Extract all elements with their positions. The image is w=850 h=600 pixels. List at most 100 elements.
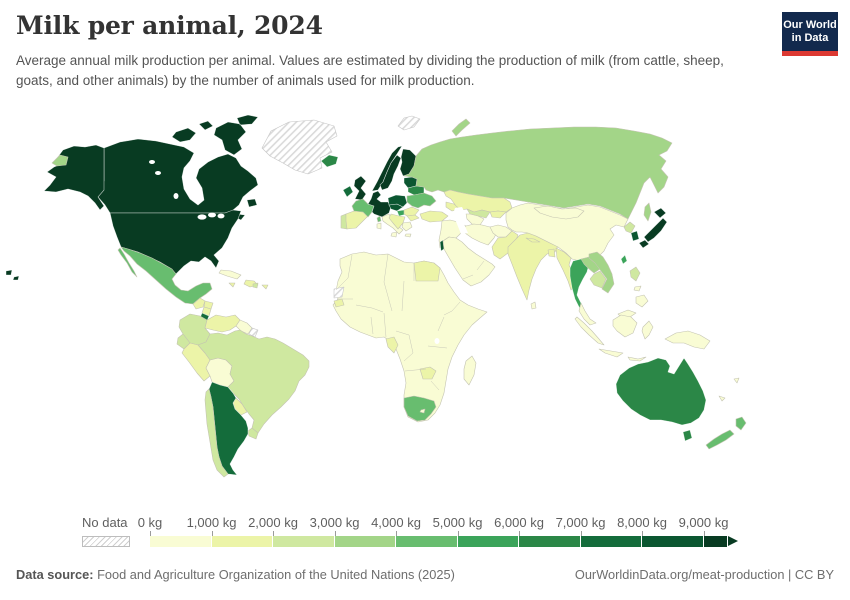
country-thailand[interactable] — [569, 258, 590, 312]
country-uruguay[interactable] — [247, 427, 259, 440]
country-sri-lanka[interactable] — [530, 301, 537, 310]
country-corsica[interactable] — [376, 215, 382, 223]
country-vietnam[interactable] — [588, 251, 615, 294]
lakes — [149, 160, 468, 344]
owid-logo[interactable]: Our World in Data — [782, 12, 838, 56]
country-turkmenistan[interactable] — [465, 213, 485, 226]
chart-subtitle: Average annual milk production per anima… — [16, 53, 724, 88]
legend-tick — [150, 531, 151, 536]
legend-nodata-swatch[interactable] — [82, 536, 130, 547]
legend-bin[interactable] — [580, 536, 641, 547]
country-guyana-suriname[interactable] — [235, 319, 253, 335]
country-gabon-congo[interactable] — [385, 336, 399, 354]
footer-link[interactable]: OurWorldinData.org/meat-production | CC … — [574, 567, 834, 582]
country-egypt[interactable] — [413, 260, 441, 282]
legend-bin[interactable] — [273, 536, 334, 547]
legend-bin[interactable] — [457, 536, 518, 547]
data-source: Data source: Food and Agriculture Organi… — [16, 567, 455, 582]
country-poland[interactable] — [387, 194, 408, 208]
country-bulgaria[interactable] — [406, 214, 420, 222]
legend: No data 0 kg 1,000 kg 2,000 kg 3,000 kg 4,00… — [0, 512, 850, 556]
legend-tick-label: 2,000 kg — [248, 515, 298, 530]
country-bangladesh[interactable] — [547, 248, 556, 258]
country-united-kingdom[interactable] — [353, 175, 367, 201]
country-madagascar[interactable] — [463, 355, 477, 386]
country-taiwan[interactable] — [620, 254, 628, 265]
country-south-africa[interactable] — [403, 395, 437, 422]
country-ireland[interactable] — [342, 185, 354, 198]
owid-logo-red-bar — [782, 51, 838, 56]
country-turkey[interactable] — [419, 210, 449, 223]
country-greenland[interactable] — [261, 119, 338, 175]
country-balkans[interactable] — [388, 213, 406, 230]
country-australia[interactable] — [615, 357, 707, 442]
legend-tick — [334, 531, 336, 536]
country-philippines-other[interactable] — [633, 285, 649, 308]
legend-tick — [211, 531, 213, 536]
country-japan[interactable] — [638, 207, 668, 249]
country-zambia[interactable] — [419, 366, 437, 380]
data-source-text: Food and Agriculture Organization of the… — [93, 567, 455, 582]
country-greece[interactable] — [401, 221, 413, 238]
country-central-europe[interactable] — [367, 190, 392, 218]
country-russia[interactable] — [51, 118, 673, 222]
legend-tick — [457, 531, 459, 536]
country-mexico[interactable] — [117, 246, 213, 305]
legend-tick-label: 9,000 kg — [678, 515, 729, 530]
country-sweden[interactable] — [379, 154, 402, 191]
country-nepal[interactable] — [525, 237, 541, 243]
country-united-states[interactable] — [5, 144, 242, 281]
legend-tick — [580, 531, 582, 536]
country-papua-new-guinea[interactable] — [664, 330, 711, 350]
legend-bin[interactable] — [396, 536, 457, 547]
country-jamaica[interactable] — [228, 282, 236, 288]
owid-logo-line2: in Data — [791, 32, 829, 44]
country-north-korea[interactable] — [623, 221, 636, 234]
country-senegal[interactable] — [333, 298, 345, 308]
country-romania[interactable] — [403, 206, 420, 217]
country-cuba[interactable] — [218, 269, 242, 280]
data-source-label: Data source: — [16, 567, 94, 582]
country-kyrgyz-tajik[interactable] — [489, 210, 507, 219]
country-arabia[interactable] — [442, 236, 496, 287]
legend-tick-label: 6,000 kg — [494, 515, 544, 530]
legend-tick-label: 4,000 kg — [371, 515, 421, 530]
country-ecuador[interactable] — [176, 333, 191, 350]
country-lesotho[interactable] — [419, 408, 426, 414]
legend-tick — [519, 531, 520, 536]
country-svalbard[interactable] — [397, 115, 421, 131]
legend-tick-label: 3,000 kg — [309, 515, 360, 530]
country-sardinia[interactable] — [376, 222, 382, 230]
country-indonesia[interactable] — [574, 314, 654, 362]
country-chile[interactable] — [204, 388, 229, 478]
country-iceland[interactable] — [320, 154, 339, 168]
legend-tick-label: 1,000 kg — [186, 515, 237, 530]
legend-tick — [273, 531, 274, 536]
legend-bin[interactable] — [211, 536, 272, 547]
country-new-zealand[interactable] — [705, 416, 747, 450]
legend-bin[interactable] — [150, 536, 211, 547]
country-brazil[interactable] — [197, 329, 310, 434]
country-new-caledonia[interactable] — [718, 395, 726, 402]
country-trinidad[interactable] — [252, 282, 259, 289]
country-china[interactable] — [505, 202, 629, 264]
country-canada[interactable] — [90, 114, 259, 221]
legend-tick-label: 8,000 kg — [617, 515, 667, 530]
country-cambodia[interactable] — [589, 270, 607, 289]
country-philippines-luzon[interactable] — [629, 266, 641, 282]
country-mongolia[interactable] — [533, 205, 585, 220]
footer: Data source: Food and Agriculture Organi… — [16, 567, 834, 582]
legend-bin[interactable] — [519, 536, 580, 547]
country-venezuela[interactable] — [204, 314, 241, 333]
country-ukraine[interactable] — [406, 192, 437, 209]
legend-bin[interactable] — [334, 536, 395, 547]
legend-tick — [703, 531, 705, 536]
legend-bin[interactable] — [642, 536, 703, 547]
country-fiji[interactable] — [733, 377, 740, 384]
country-south-korea[interactable] — [630, 230, 640, 242]
country-guatemala[interactable] — [192, 297, 206, 310]
country-puerto-rico[interactable] — [261, 284, 269, 290]
legend-tick-label: 7,000 kg — [555, 515, 606, 530]
legend-bin[interactable] — [703, 536, 727, 547]
